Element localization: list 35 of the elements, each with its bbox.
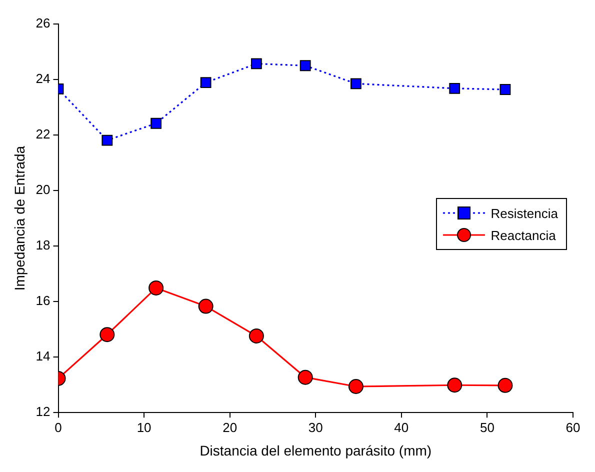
x-tick-label: 30: [308, 420, 323, 435]
x-tick-label: 20: [222, 420, 238, 435]
point: [100, 327, 115, 342]
x-tick-label: 50: [480, 420, 494, 435]
point: [348, 379, 364, 394]
point: [498, 378, 513, 393]
point: [102, 134, 113, 146]
point: [150, 118, 162, 129]
point: [298, 370, 313, 385]
y-tick-label: 18: [36, 238, 50, 253]
point: [248, 328, 264, 344]
point: [300, 60, 311, 72]
x-tick-label: 0: [54, 420, 62, 435]
point: [449, 82, 460, 94]
x-axis-title: Distancia del elemento parásito (mm): [200, 442, 432, 458]
y-tick-label: 16: [36, 293, 50, 308]
legend-label: Reactancia: [490, 228, 556, 242]
y-tick-label: 26: [36, 16, 50, 31]
x-tick-label: 40: [394, 420, 409, 435]
y-tick-label: 20: [36, 182, 50, 198]
y-tick-label: 12: [36, 404, 50, 420]
point: [250, 58, 262, 70]
point: [148, 280, 164, 296]
point: [350, 78, 362, 90]
y-axis-title: Impedancia de Entrada: [11, 146, 28, 291]
y-tick-label: 22: [36, 126, 50, 142]
point: [447, 378, 462, 393]
y-tick-label: 14: [36, 348, 50, 364]
y-tick-label: 24: [36, 71, 50, 86]
point: [200, 77, 212, 88]
x-tick-label: 60: [566, 420, 580, 435]
point: [500, 84, 511, 95]
legend-label: Resistencia: [490, 206, 558, 220]
point: [198, 298, 214, 314]
x-tick-label: 10: [136, 420, 152, 435]
